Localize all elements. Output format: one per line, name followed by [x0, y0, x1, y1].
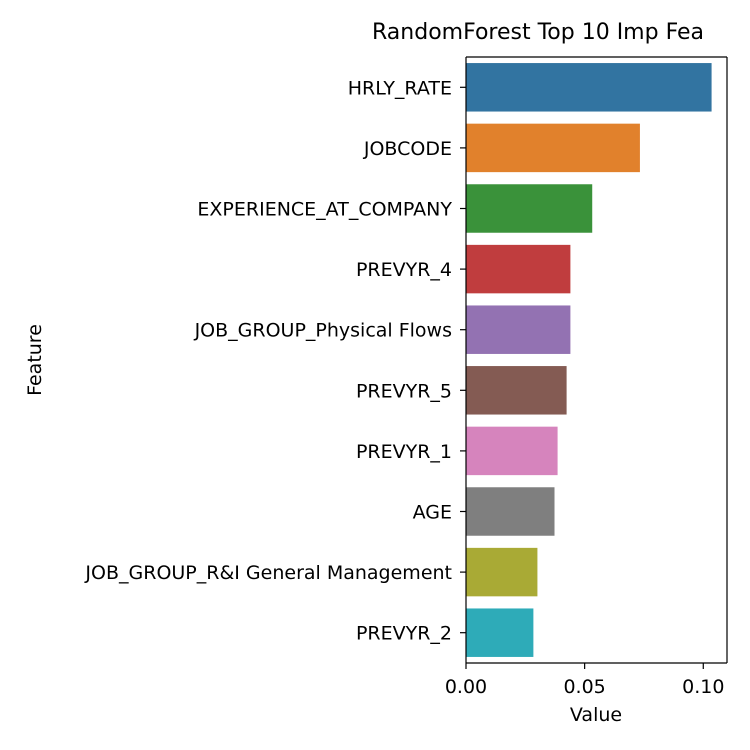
x-axis-label: Value	[570, 704, 622, 726]
y-tick-label: JOB_GROUP_Physical Flows	[194, 320, 452, 342]
bar	[466, 184, 593, 233]
y-axis-label: Feature	[24, 324, 46, 396]
bar	[466, 547, 538, 597]
y-tick-label: AGE	[413, 502, 452, 524]
bar	[466, 123, 640, 173]
bar	[466, 426, 558, 476]
x-tick-label: 0.00	[445, 676, 487, 698]
bar	[466, 487, 555, 536]
chart-title: RandomForest Top 10 Imp Fea	[372, 20, 705, 45]
y-tick-label: PREVYR_5	[356, 380, 452, 402]
y-tick-label: PREVYR_4	[356, 259, 452, 281]
y-tick-label: JOBCODE	[363, 138, 452, 160]
bar	[466, 63, 712, 112]
x-tick-label: 0.05	[563, 676, 605, 698]
bar	[466, 244, 571, 294]
x-tick-label: 0.10	[682, 676, 724, 698]
bar	[466, 305, 571, 354]
y-tick-label: HRLY_RATE	[348, 77, 452, 99]
bar	[466, 366, 567, 415]
y-tick-label: JOB_GROUP_R&I General Management	[84, 562, 452, 584]
y-tick-label: EXPERIENCE_AT_COMPANY	[197, 199, 452, 221]
bar	[466, 608, 534, 657]
y-tick-label: PREVYR_1	[356, 441, 452, 463]
y-tick-label: PREVYR_2	[356, 623, 452, 645]
